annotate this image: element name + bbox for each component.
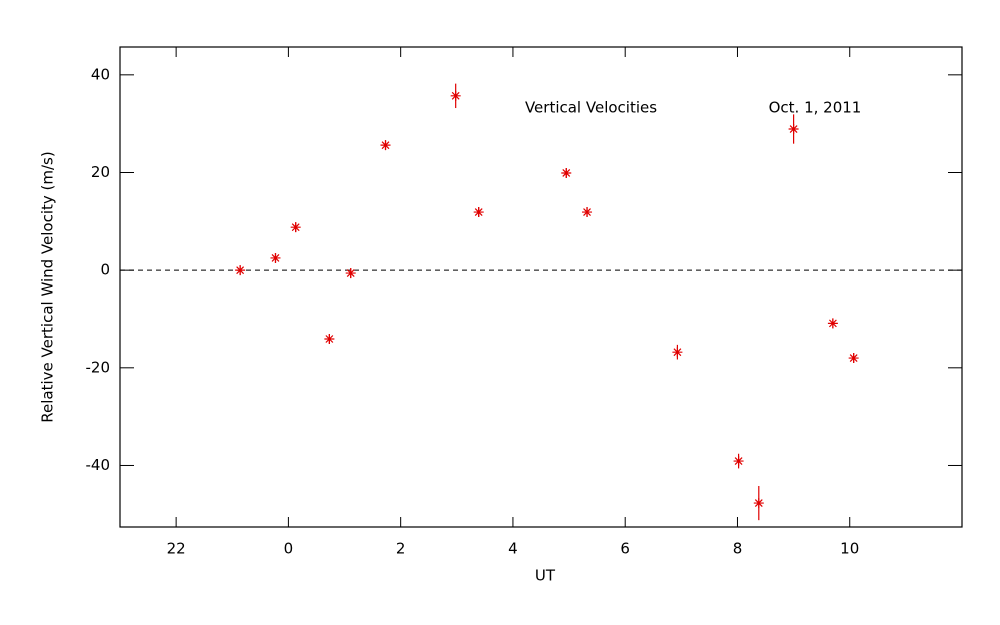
point	[561, 167, 572, 178]
point	[788, 124, 799, 135]
y-tick-label: -20	[86, 358, 111, 376]
point	[290, 222, 301, 233]
annotation: Vertical Velocities	[525, 99, 657, 117]
plot-frame	[119, 46, 963, 528]
y-tick-label: 40	[91, 65, 110, 83]
x-tick-label: 0	[284, 540, 294, 558]
point	[733, 456, 744, 467]
y-tick-label: 20	[91, 163, 110, 181]
y-axis-label: Relative Vertical Wind Velocity (m/s)	[39, 151, 57, 422]
x-tick-label: 6	[620, 540, 630, 558]
point	[345, 268, 356, 279]
point	[672, 347, 683, 358]
point	[270, 252, 281, 263]
point	[380, 140, 391, 151]
y-tick-label: 0	[100, 261, 110, 279]
annotation: Oct. 1, 2011	[769, 99, 862, 117]
y-tick-label: -40	[86, 456, 111, 474]
point	[235, 265, 246, 276]
x-tick-label: 4	[508, 540, 518, 558]
x-tick-label: 8	[733, 540, 743, 558]
point	[848, 353, 859, 364]
point	[324, 334, 335, 345]
x-tick-label: 22	[167, 540, 186, 558]
x-tick-label: 2	[396, 540, 406, 558]
point	[827, 318, 838, 329]
x-tick-label: 10	[840, 540, 859, 558]
point	[473, 207, 484, 218]
point	[450, 90, 461, 101]
point	[753, 498, 764, 509]
point	[582, 207, 593, 218]
x-axis-label: UT	[535, 567, 556, 585]
